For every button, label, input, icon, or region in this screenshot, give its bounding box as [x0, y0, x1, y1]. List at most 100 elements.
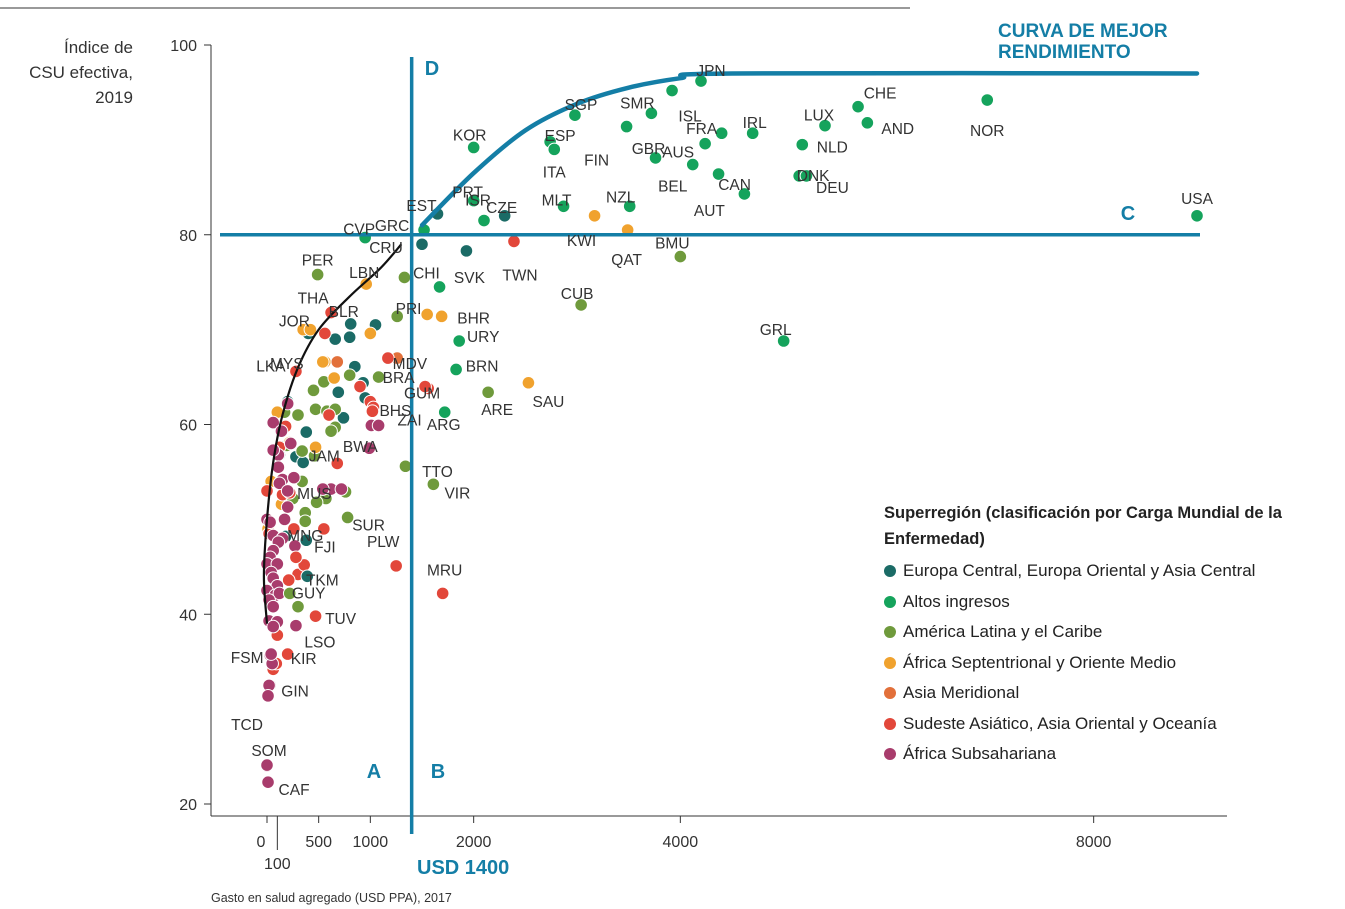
point-label-kwi: KWI: [567, 233, 596, 250]
point-label-prt: PRT: [452, 185, 483, 202]
data-point: [287, 522, 301, 536]
point-label-fin: FIN: [584, 153, 609, 170]
point-label-bra: BRA: [383, 370, 416, 387]
legend-dot: [884, 565, 896, 577]
data-point-aut: [737, 187, 752, 201]
data-point: [260, 484, 274, 498]
data-point: [309, 495, 324, 510]
legend-dot: [884, 656, 896, 669]
data-point-bel: [685, 157, 700, 172]
point-label-gum: GUM: [404, 386, 440, 403]
quadrant-c-label: C: [1121, 203, 1135, 225]
data-point: [331, 385, 346, 400]
data-point-ury: [452, 334, 467, 348]
point-label-can: CAN: [718, 177, 751, 194]
data-point: [308, 402, 323, 417]
point-label-tcd: TCD: [231, 717, 263, 734]
data-point-lso: [289, 618, 303, 633]
data-point-lbn: [359, 277, 374, 291]
point-label-esp: ESP: [545, 128, 576, 145]
point-label-aus: AUS: [662, 145, 694, 162]
point-label-chi: CHI: [413, 265, 440, 282]
x-tick-label: 100: [264, 856, 291, 873]
data-point-smr: [644, 106, 659, 121]
data-point-kor: [466, 140, 481, 155]
data-point-tto: [398, 459, 413, 474]
point-label-lka: LKA: [256, 358, 286, 375]
data-point-can: [711, 167, 726, 181]
data-point-twn: [507, 234, 521, 249]
point-label-are: ARE: [481, 402, 513, 419]
data-point-are: [481, 385, 495, 400]
point-label-cze: CZE: [486, 200, 517, 217]
point-label-lso: LSO: [304, 635, 335, 652]
point-label-plw: PLW: [367, 534, 400, 551]
point-label-tuv: TUV: [325, 611, 357, 628]
point-label-sgp: SGP: [565, 97, 598, 114]
point-label-jpn: JPN: [696, 63, 725, 80]
data-point-prt: [466, 193, 481, 208]
data-point-som: [260, 758, 274, 772]
data-point-tcd: [261, 689, 275, 703]
data-point: [296, 455, 310, 470]
y-tick-label: 100: [170, 38, 197, 55]
data-point-aus: [698, 136, 712, 151]
data-point: [390, 309, 405, 324]
point-label-gbr: GBR: [632, 141, 666, 158]
point-label-bmu: BMU: [655, 236, 689, 253]
data-point: [342, 330, 357, 345]
point-label-jor: JOR: [279, 314, 310, 331]
data-point-mlt: [556, 199, 571, 214]
data-point-gum: [418, 379, 432, 394]
point-label-che: CHE: [864, 86, 897, 103]
point-label-brn: BRN: [466, 358, 499, 375]
point-label-est: EST: [406, 198, 437, 215]
point-label-cvp: CVP: [343, 222, 375, 239]
quadrant-a-label: A: [367, 761, 381, 783]
point-label-kir: KIR: [291, 651, 317, 668]
point-label-svk: SVK: [454, 270, 486, 287]
data-point: [318, 326, 332, 341]
data-point-fji: [289, 550, 303, 565]
x-tick-label: 4000: [663, 834, 699, 851]
point-label-bhs: BHS: [379, 403, 411, 420]
axes: [210, 45, 1227, 817]
point-label-usa: USA: [1181, 191, 1214, 208]
data-point: [281, 573, 296, 587]
data-point: [327, 371, 341, 385]
data-point-grl: [776, 334, 791, 348]
quadrant-b-label: B: [431, 761, 445, 783]
legend-label: Altos ingresos: [903, 591, 1010, 611]
data-point: [266, 599, 281, 614]
point-label-fji: FJI: [314, 539, 336, 556]
legend-dot: [884, 748, 896, 760]
legend-item: América Latina y el Caribe: [884, 617, 1344, 648]
point-label-tto: TTO: [422, 464, 453, 481]
data-point: [283, 436, 298, 451]
data-point-mdv: [381, 351, 395, 365]
legend-dot: [884, 595, 896, 608]
data-point-mus: [334, 482, 349, 496]
data-point: [280, 484, 295, 498]
y-label-line: CSU efectiva,: [29, 63, 133, 82]
point-label-pri: PRI: [396, 301, 422, 318]
data-point-mng: [299, 533, 314, 548]
data-point: [277, 512, 292, 527]
data-point-jam: [330, 456, 345, 471]
y-label-line: 2019: [95, 88, 133, 107]
frontier-label-line: CURVA DE MEJOR: [998, 21, 1168, 42]
point-label-nld: NLD: [817, 140, 848, 157]
data-point-nor: [980, 93, 995, 107]
legend-item: Sudeste Asiático, Asia Oriental y Oceaní…: [884, 709, 1344, 740]
x-tick-label: 500: [305, 834, 332, 851]
point-label-qat: QAT: [611, 252, 642, 269]
x-axis-label: Gasto en salud agregado (USD PPA), 2017: [211, 891, 452, 905]
data-point-gbr: [648, 151, 663, 165]
data-point: [336, 411, 351, 425]
y-tick-label: 20: [179, 797, 197, 814]
trend-curve: [262, 243, 403, 624]
curves: [220, 57, 1200, 834]
data-point: [291, 599, 305, 614]
data-point-cru: [415, 237, 429, 252]
